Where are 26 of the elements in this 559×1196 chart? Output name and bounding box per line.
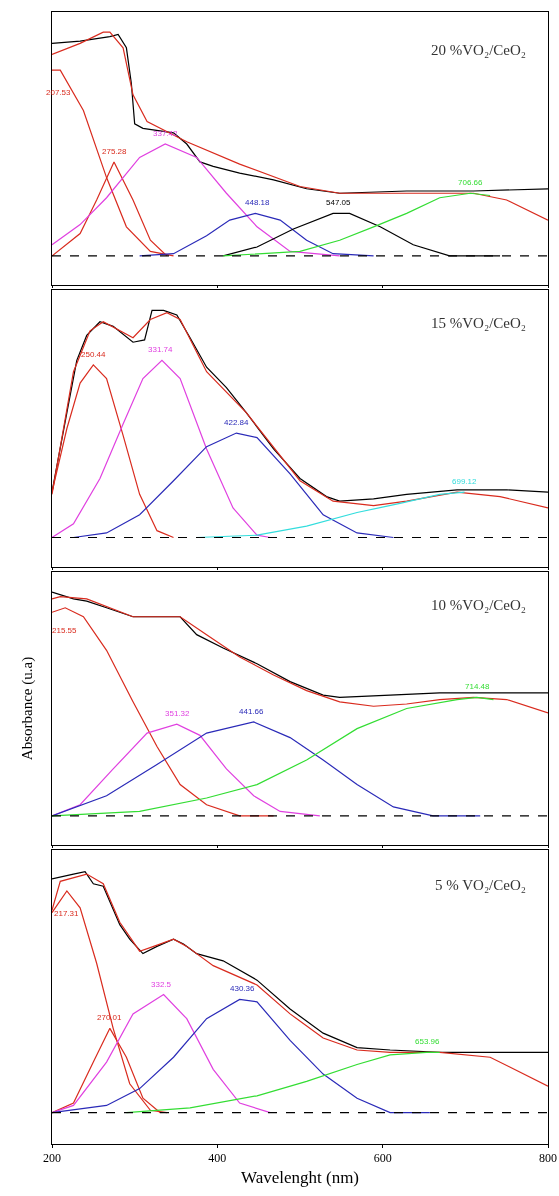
annotation: 217.31 bbox=[54, 909, 80, 918]
annotation: 332.5 bbox=[151, 980, 172, 989]
x-tick-label: 200 bbox=[43, 1151, 61, 1166]
annotation: 653.96 bbox=[415, 1037, 441, 1046]
y-axis-title: Absorbance (u.a) bbox=[19, 656, 37, 761]
annotation: 215.55 bbox=[52, 626, 78, 635]
annotation: 351.32 bbox=[165, 709, 191, 718]
annotation: 714.48 bbox=[465, 682, 491, 691]
x-tick-label: 600 bbox=[373, 1151, 392, 1166]
annotation: 250.44 bbox=[81, 350, 107, 359]
chart-title: 10 %VO₂/CeO₂ bbox=[431, 597, 527, 613]
annotation: 275.28 bbox=[102, 147, 128, 156]
annotation: 441.66 bbox=[239, 707, 265, 716]
annotation: 547.05 bbox=[326, 198, 352, 207]
x-tick-label: 400 bbox=[208, 1151, 227, 1166]
text: 20 %VO₂/CeO₂ bbox=[431, 42, 527, 58]
annotation: 699.12 bbox=[452, 477, 478, 486]
chart-title: 5 % VO₂/CeO₂ bbox=[435, 877, 527, 893]
annotation: 706.66 bbox=[458, 178, 484, 187]
x-axis-title: Wavelenght (nm) bbox=[240, 1167, 360, 1187]
annotation: 448.18 bbox=[245, 198, 271, 207]
annotation: 430.36 bbox=[230, 984, 256, 993]
x-tick-label: 800 bbox=[539, 1151, 557, 1166]
chart-title: 15 %VO₂/CeO₂ bbox=[431, 315, 527, 331]
annotation: 331.74 bbox=[148, 345, 174, 354]
annotation: 422.84 bbox=[224, 418, 250, 427]
